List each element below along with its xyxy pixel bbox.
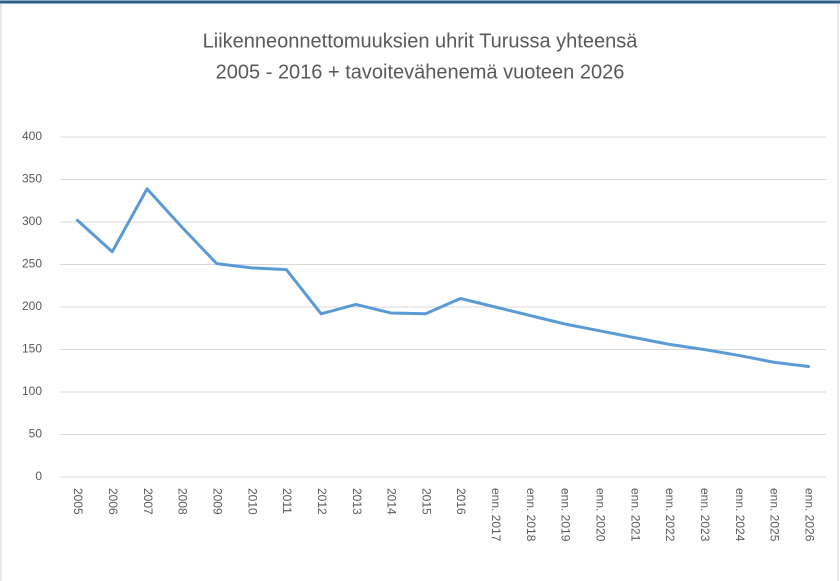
x-tick-label: enn. 2020	[594, 488, 608, 542]
x-tick-label: enn. 2024	[733, 488, 747, 542]
x-tick-label: 2015	[419, 488, 433, 515]
y-tick-label: 300	[22, 214, 42, 228]
x-tick-label: 2012	[315, 488, 329, 515]
x-tick-label: 2013	[350, 488, 364, 515]
y-tick-label: 0	[35, 469, 42, 483]
x-tick-label: 2010	[245, 488, 259, 515]
x-tick-label: enn. 2026	[802, 488, 816, 542]
chart-title: 2005 - 2016 + tavoitevähenemä vuoteen 20…	[216, 61, 625, 83]
x-tick-label: enn. 2018	[524, 488, 538, 542]
x-tick-label: 2008	[176, 488, 190, 515]
x-tick-label: enn. 2025	[768, 488, 782, 542]
line	[75, 187, 811, 368]
y-tick-label: 400	[22, 129, 42, 143]
x-tick-label: 2014	[385, 488, 399, 515]
x-tick-label: 2009	[211, 488, 225, 515]
y-tick-label: 100	[22, 384, 42, 398]
x-tick-label: 2005	[71, 488, 85, 515]
y-tick-label: 350	[22, 172, 42, 186]
y-tick-label: 250	[22, 257, 42, 271]
chart-title: Liikenneonnettomuuksien uhrit Turussa yh…	[203, 30, 639, 52]
x-tick-label: enn. 2022	[663, 488, 677, 542]
y-tick-label: 150	[22, 342, 42, 356]
x-tick-label: enn. 2019	[559, 488, 573, 542]
x-tick-label: 2007	[141, 488, 155, 515]
y-tick-label: 200	[22, 299, 42, 313]
x-tick-label: enn. 2023	[698, 488, 712, 542]
y-tick-label: 50	[29, 427, 43, 441]
x-tick-label: 2016	[454, 488, 468, 515]
x-tick-label: enn. 2017	[489, 488, 503, 542]
x-tick-label: 2006	[106, 488, 120, 515]
x-tick-label: 2011	[280, 488, 294, 514]
x-tick-label: enn. 2021	[628, 488, 642, 542]
